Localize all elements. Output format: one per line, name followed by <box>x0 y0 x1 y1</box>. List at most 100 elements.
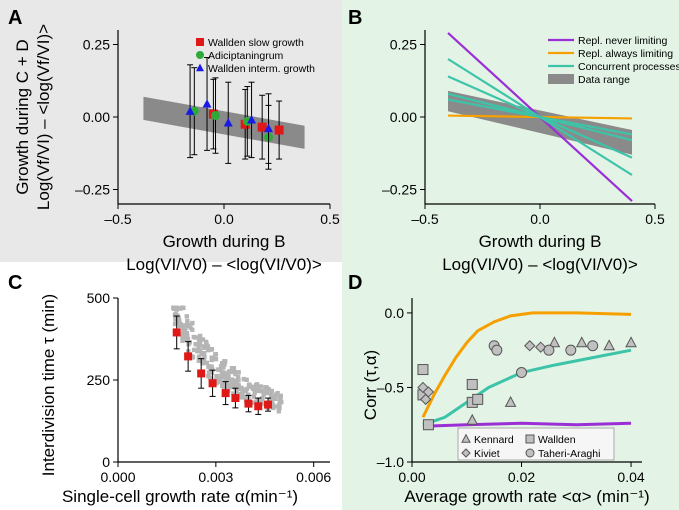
panel-c-binned-mean <box>244 399 253 408</box>
panel-b-series-line <box>447 98 633 136</box>
panel-c-cell-point <box>229 365 235 371</box>
panel-c-cell-point <box>245 392 251 397</box>
panel-c-cell-point <box>172 312 178 318</box>
panel-c-cell-point <box>209 355 214 360</box>
panel-d-point-diamond <box>534 341 547 353</box>
panel-d-letter: D <box>348 272 362 294</box>
panel-c-cell-point <box>183 333 189 339</box>
panel-b-legend-band-swatch <box>548 74 574 84</box>
panel-c-cell-point <box>214 374 219 379</box>
panel-a-legend-marker-square <box>196 38 204 46</box>
panel-d-x-tick-label: 0.04 <box>617 469 644 485</box>
panel-b-x-tick-label: 0.5 <box>645 211 665 227</box>
panel-d-point-circle <box>565 344 577 356</box>
panel-c-cell-point <box>213 352 218 357</box>
panel-c-cell-point <box>199 351 204 357</box>
panel-d-point-triangle <box>504 395 517 407</box>
panel-c-cell-point <box>190 320 195 326</box>
panel-d-point-square <box>417 364 429 376</box>
panel-c-cell-point <box>201 350 207 356</box>
panel-d-point-triangle <box>625 336 637 348</box>
panel-b-legend-label: Repl. never limiting <box>578 35 667 47</box>
panel-c-cell-point <box>259 397 265 402</box>
panel-c-cell-point <box>258 384 263 389</box>
panel-d-y-tick-label: –1.0 <box>377 454 404 470</box>
panel-c-cell-point <box>231 391 236 396</box>
chart-panel-b: –0.5 0.0 0.5 –0.25 0.00 0.25 Repl. never limit… <box>382 30 679 274</box>
panel-c-cell-point <box>271 394 277 400</box>
panel-c-cell-point <box>184 330 190 336</box>
panel-c-cell-point <box>235 374 241 380</box>
panel-a-point-triangle <box>223 117 233 127</box>
panel-d-legend-label: Taheri-Araghi <box>538 448 600 460</box>
panel-c-cell-point <box>180 333 185 339</box>
panel-c-cell-point <box>229 377 235 382</box>
panel-c-cell-point <box>215 367 221 372</box>
panel-c-cell-point <box>176 318 182 324</box>
panel-c-cell-point <box>182 327 188 332</box>
panel-a-point-triangle <box>247 115 257 124</box>
panel-a-y-tick-label: 0.25 <box>83 37 110 53</box>
panel-d-point-triangle <box>575 336 588 348</box>
panel-c-cell-point <box>254 388 259 393</box>
panel-c-cell-point <box>278 393 284 399</box>
panel-d-series-line <box>422 421 632 428</box>
panel-c-cell-point <box>276 403 281 408</box>
panel-d-x-tick-label: 0.02 <box>508 469 535 485</box>
panel-c-cell-point <box>252 390 257 396</box>
panel-c-cell-point <box>222 362 227 367</box>
panel-c-cell-point <box>207 375 213 380</box>
panel-c-cell-point <box>198 348 203 353</box>
panel-c-binned-mean <box>254 402 263 411</box>
panel-d-x-tick-label: 0.00 <box>398 469 425 485</box>
panel-b-x-tick-label: 0.0 <box>530 211 550 227</box>
panel-c-cell-point <box>233 371 238 377</box>
panel-b-x-axis-title-line1: Growth during B <box>479 232 602 251</box>
panel-c-cell-point <box>257 388 263 394</box>
panel-c-cell-point <box>241 376 247 382</box>
panel-c-cell-point <box>171 305 177 311</box>
panel-d-legend-marker-circle <box>525 448 535 458</box>
panel-a-legend-label: Adiciptaningrum <box>208 50 284 62</box>
panel-d-point-circle <box>491 344 503 356</box>
panel-a-legend-label: Wallden interm. growth <box>208 63 315 75</box>
panel-c-cell-point <box>185 337 191 342</box>
panel-d-point-circle <box>516 367 528 379</box>
panel-c-cell-point <box>236 383 241 388</box>
panel-c-cell-point <box>228 384 234 390</box>
panel-d-legend-marker-diamond <box>461 448 471 458</box>
panel-a-point-circle <box>211 111 221 121</box>
panel-c-cell-point <box>249 384 254 390</box>
panel-a-legend-label: Wallden slow growth <box>208 37 304 49</box>
panel-c-cell-point <box>269 394 274 399</box>
chart-panel-a: –0.5 0.0 0.5 –0.25 0.00 0.25 Wallden slow grow… <box>13 24 340 274</box>
panel-c-cell-point <box>191 347 197 353</box>
panel-a-point-triangle <box>185 106 195 115</box>
panel-c-cell-point <box>177 323 182 329</box>
panel-d-background <box>342 262 679 510</box>
panel-c-cell-point <box>185 323 191 328</box>
panel-d-legend-marker-square <box>525 434 535 444</box>
panel-c-cell-point <box>220 383 225 388</box>
panel-c-cell-point <box>172 321 178 327</box>
panel-c-cell-point <box>214 380 219 386</box>
panel-d-point-diamond <box>524 340 536 352</box>
panel-c-cell-point <box>222 380 228 385</box>
panel-b-legend-label: Repl. always limiting <box>578 48 673 60</box>
panel-b-letter: B <box>348 7 362 29</box>
panel-c-cell-point <box>204 360 210 366</box>
panel-a-x-axis-title-line1: Growth during B <box>163 232 286 251</box>
panel-a-letter: A <box>8 7 22 29</box>
panel-d-legend-label: Kiviet <box>474 448 500 460</box>
panel-b-legend-band-label: Data range <box>578 74 630 86</box>
panel-d-point-triangle <box>466 413 479 425</box>
panel-c-cell-point <box>219 374 225 380</box>
panel-c-cell-point <box>196 344 201 350</box>
panel-c-cell-point <box>229 380 235 385</box>
panel-c-cell-point <box>246 382 252 388</box>
panel-d-point-square <box>466 378 478 390</box>
panel-c-cell-point <box>217 377 223 382</box>
panel-c-cell-point <box>201 344 206 349</box>
panel-b-x-axis-title-line2: Log(VI/V0) – <log(VI/V0)> <box>442 255 638 274</box>
panel-c-cell-point <box>277 398 283 403</box>
